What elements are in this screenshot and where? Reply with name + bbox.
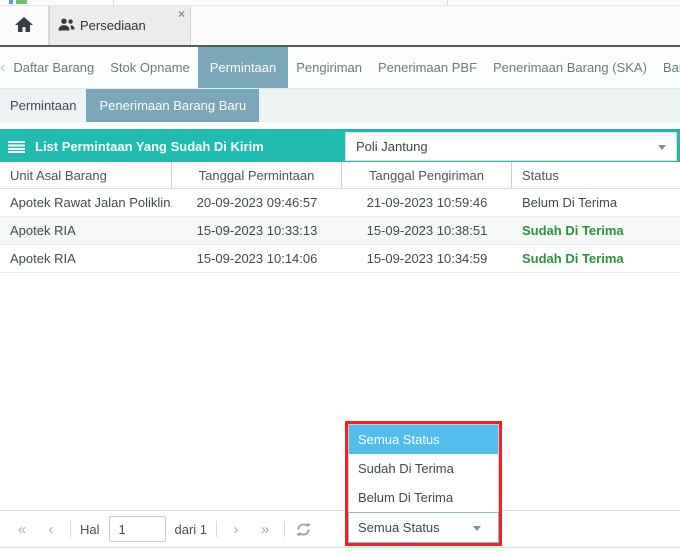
column-tanggal-permintaan[interactable]: Tanggal Permintaan — [172, 162, 342, 188]
cell-status[interactable]: Sudah Di Terima — [522, 251, 624, 266]
cell-tanggal-pengiriman[interactable]: 15-09-2023 10:34:59 — [366, 251, 488, 266]
unit-select-value: Poli Jantung — [356, 139, 428, 154]
cell-tanggal-permintaan[interactable]: 15-09-2023 10:14:06 — [196, 251, 318, 266]
cell-status[interactable]: Belum Di Terima — [522, 195, 618, 210]
panel-header: List Permintaan Yang Sudah Di Kirim Poli… — [0, 129, 680, 163]
divider — [113, 0, 114, 5]
tab-label: Persediaan — [80, 18, 146, 33]
cell-unit[interactable]: Apotek Rawat Jalan Poliklin... — [10, 195, 172, 210]
window-tab-bar: Persediaan × — [0, 6, 680, 47]
status-filter-value: Semua Status — [358, 520, 440, 535]
refresh-icon[interactable] — [296, 522, 311, 537]
tab-barang-truncated[interactable]: Barang — [662, 60, 680, 75]
annotation-box: Semua Status Sudah Di Terima Belum Di Te… — [345, 421, 502, 546]
page-label: Hal — [80, 521, 100, 537]
home-icon — [14, 16, 34, 36]
clipped-blue-button — [9, 0, 13, 4]
column-tanggal-pengiriman[interactable]: Tanggal Pengiriman — [342, 162, 512, 188]
pagination-bar: « ‹ Hal 1 dari 1 › » — [0, 510, 680, 548]
tab-penerimaan-barang-ska[interactable]: Penerimaan Barang (SKA) — [493, 60, 647, 75]
tab-pengiriman[interactable]: Pengiriman — [296, 60, 363, 75]
tab-daftar-barang[interactable]: Daftar Barang — [13, 60, 95, 75]
chevron-down-icon — [658, 144, 666, 150]
subtab-permintaan[interactable]: Permintaan — [10, 98, 77, 113]
clipped-toolbar-strip — [0, 0, 680, 6]
divider — [447, 0, 448, 5]
unit-select[interactable]: Poli Jantung — [345, 132, 677, 161]
table-row[interactable]: Apotek Rawat Jalan Poliklin... 20-09-202… — [0, 189, 680, 217]
first-page-button[interactable]: « — [17, 520, 27, 538]
cell-tanggal-permintaan[interactable]: 15-09-2023 10:33:13 — [196, 223, 318, 238]
table-header: Unit Asal Barang Tanggal Permintaan Tang… — [0, 162, 680, 189]
page-count-label: dari 1 — [174, 521, 208, 537]
list-icon — [8, 140, 25, 153]
table-row[interactable]: Apotek RIA 15-09-2023 10:14:06 15-09-202… — [0, 245, 680, 273]
page-number-input[interactable]: 1 — [108, 516, 166, 542]
cell-status[interactable]: Sudah Di Terima — [522, 223, 624, 238]
cell-tanggal-pengiriman[interactable]: 15-09-2023 10:38:51 — [366, 223, 488, 238]
tab-stok-opname[interactable]: Stok Opname — [110, 60, 190, 75]
divider — [70, 521, 71, 537]
divider — [216, 521, 218, 537]
cell-tanggal-permintaan[interactable]: 20-09-2023 09:46:57 — [196, 195, 318, 210]
prev-page-button[interactable]: ‹ — [48, 520, 54, 538]
clipped-green-button — [16, 0, 27, 4]
sub-tab-bar: Permintaan Penerimaan Barang Baru — [0, 89, 680, 122]
dropdown-option-belum-di-terima[interactable]: Belum Di Terima — [358, 490, 454, 505]
scroll-left-icon[interactable]: ‹ — [0, 58, 6, 76]
divider — [284, 521, 286, 537]
home-tab[interactable] — [0, 6, 49, 45]
cell-unit[interactable]: Apotek RIA — [10, 251, 76, 266]
column-unit-asal-barang[interactable]: Unit Asal Barang — [0, 162, 172, 188]
dropdown-option-semua-status[interactable]: Semua Status — [349, 425, 498, 454]
users-icon — [58, 18, 75, 34]
cell-unit[interactable]: Apotek RIA — [10, 223, 76, 238]
column-status[interactable]: Status — [522, 167, 559, 183]
status-dropdown-list: Semua Status Sudah Di Terima Belum Di Te… — [348, 424, 499, 512]
panel-title: List Permintaan Yang Sudah Di Kirim — [35, 139, 264, 154]
last-page-button[interactable]: » — [260, 520, 270, 538]
module-tab-bar: ‹ Daftar Barang Stok Opname Permintaan P… — [0, 47, 680, 89]
tab-permintaan[interactable]: Permintaan — [197, 47, 289, 88]
tab-penerimaan-pbf[interactable]: Penerimaan PBF — [378, 60, 478, 75]
subtab-penerimaan-barang-baru[interactable]: Penerimaan Barang Baru — [86, 89, 260, 122]
cell-tanggal-pengiriman[interactable]: 21-09-2023 10:59:46 — [366, 195, 488, 210]
dropdown-option-sudah-di-terima[interactable]: Sudah Di Terima — [358, 461, 454, 476]
chevron-down-icon — [473, 525, 481, 531]
next-page-button[interactable]: › — [233, 520, 239, 538]
tab-persediaan[interactable]: Persediaan × — [49, 6, 191, 45]
table-body: Apotek Rawat Jalan Poliklin... 20-09-202… — [0, 189, 680, 273]
status-filter-select[interactable]: Semua Status — [348, 512, 499, 543]
table-row[interactable]: Apotek RIA 15-09-2023 10:33:13 15-09-202… — [0, 217, 680, 245]
close-icon[interactable]: × — [177, 7, 185, 21]
